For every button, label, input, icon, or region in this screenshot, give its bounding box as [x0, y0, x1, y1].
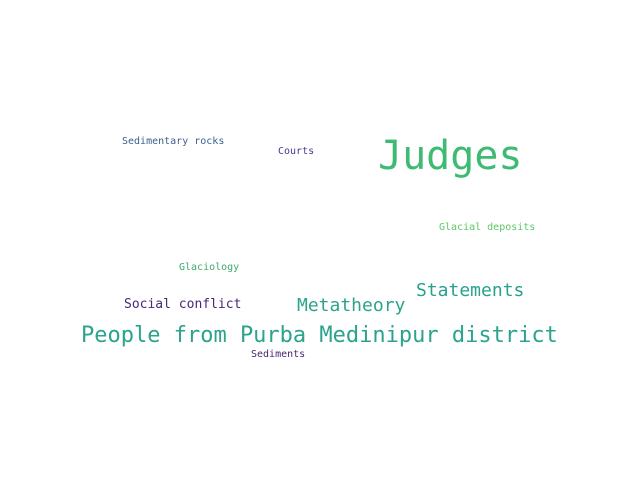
word-sediments: Sediments: [251, 349, 306, 360]
word-sedimentary-rocks: Sedimentary rocks: [122, 136, 225, 147]
word-glacial-deposits: Glacial deposits: [439, 222, 536, 233]
word-courts: Courts: [278, 146, 315, 157]
word-statements: Statements: [416, 280, 525, 301]
word-judges: Judges: [378, 133, 523, 179]
word-social-conflict: Social conflict: [124, 297, 242, 312]
word-people-from-purba-medinipur-district: People from Purba Medinipur district: [81, 323, 558, 348]
word-glaciology: Glaciology: [179, 262, 240, 273]
word-metatheory: Metatheory: [297, 295, 406, 316]
